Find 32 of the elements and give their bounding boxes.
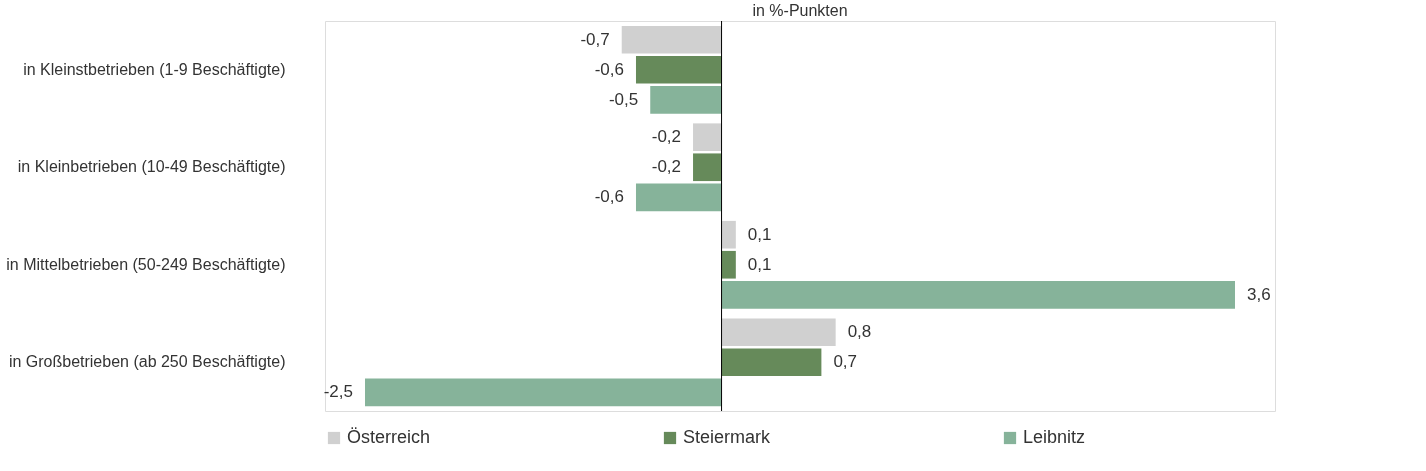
data-label: 0,8 bbox=[847, 322, 872, 342]
data-label: -0,5 bbox=[608, 89, 639, 109]
legend-label: Österreich bbox=[347, 427, 431, 447]
data-label: 0,1 bbox=[747, 224, 772, 244]
y-tick-label: in Großbetrieben (ab 250 Beschäftigte) bbox=[8, 353, 286, 371]
data-label: -0,2 bbox=[651, 127, 682, 147]
bar bbox=[635, 55, 722, 84]
bar bbox=[693, 153, 722, 182]
legend-label: Steiermark bbox=[683, 427, 772, 447]
bar bbox=[621, 25, 722, 54]
bar bbox=[635, 183, 722, 212]
bar bbox=[721, 348, 822, 377]
y-tick-label: in Kleinbetrieben (10-49 Beschäftigte) bbox=[17, 158, 286, 176]
data-label: -0,7 bbox=[580, 29, 610, 49]
data-label: -2,5 bbox=[323, 382, 353, 402]
data-label: -0,6 bbox=[594, 187, 624, 207]
bar bbox=[693, 123, 722, 152]
bar bbox=[365, 378, 722, 407]
data-label: 0,1 bbox=[747, 254, 772, 274]
bar bbox=[721, 250, 736, 279]
bar bbox=[721, 220, 736, 249]
y-tick-label: in Mittelbetrieben (50-249 Beschäftigte) bbox=[6, 255, 286, 273]
bar bbox=[721, 318, 836, 347]
data-label: -0,6 bbox=[594, 59, 624, 79]
data-label: -0,2 bbox=[651, 157, 682, 177]
legend-label: Leibnitz bbox=[1023, 427, 1086, 447]
y-tick-label: in Kleinstbetrieben (1-9 Beschäftigte) bbox=[23, 60, 286, 78]
data-label: 3,6 bbox=[1247, 284, 1271, 304]
data-label: 0,7 bbox=[833, 352, 858, 372]
bar bbox=[721, 280, 1235, 309]
bar bbox=[650, 85, 722, 114]
chart-title: in %-Punkten bbox=[752, 1, 848, 19]
